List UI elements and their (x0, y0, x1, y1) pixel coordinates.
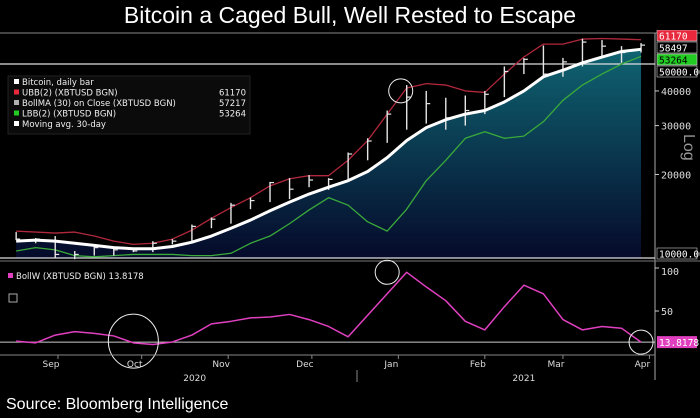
annotation-circle (107, 313, 159, 369)
moving-average-line (16, 47, 642, 251)
legend-swatch (14, 89, 19, 95)
legend-swatch (14, 121, 19, 126)
last-value-ubb-box (656, 30, 698, 42)
last-value-price: 58497 (659, 44, 688, 55)
lower-bollinger-band-line (16, 55, 642, 258)
legend-swatch (14, 100, 19, 105)
legend-label: LBB(2) (XBTUSD BGN) (22, 110, 116, 120)
bandwidth-legend-label: BollW (XBTUSD BGN) 13.8178 (16, 272, 144, 282)
annotation-circle (374, 259, 400, 285)
legend-value: 61170 (219, 89, 246, 99)
legend-swatch (14, 79, 19, 84)
chart-title: Bitcoin a Caged Bull, Well Rested to Esc… (123, 2, 577, 28)
x-tick-label: Dec (296, 360, 313, 370)
bandwidth-y-tick-label: 100 (661, 267, 679, 278)
bandwidth-last-value: 13.8178 (659, 338, 699, 349)
x-year-label: 2021 (512, 374, 535, 384)
moving-average-area-fill (16, 49, 642, 259)
last-value-lbb: 53264 (659, 56, 688, 67)
annotation-circle (388, 78, 414, 104)
x-tick-label: Sep (43, 360, 60, 370)
annotation-circle (628, 329, 654, 355)
y-tick-label: 20000 (661, 170, 691, 181)
x-tick-label: Nov (212, 360, 230, 370)
reference-line-label: 50000.00 (659, 68, 700, 79)
legend-value: 53264 (219, 110, 246, 120)
legend-label: BollMA (30) on Close (XBTUSD BGN) (22, 99, 176, 109)
bandwidth-legend-swatch (8, 273, 13, 278)
chart-type-icon (8, 293, 18, 303)
y-tick-label: 30000 (661, 122, 691, 133)
legend-label: Moving avg. 30-day (22, 120, 106, 130)
legend-value: 57217 (219, 99, 246, 109)
reference-line-label-box (656, 247, 698, 260)
last-value-lbb-box (656, 53, 698, 66)
x-tick-label: Feb (470, 360, 486, 370)
x-tick-label: Oct (127, 360, 143, 370)
legend-swatch (14, 110, 19, 116)
y-axis-label: Log (680, 134, 697, 161)
chart: 200003000040000Log61170584975326450000.0… (0, 30, 700, 384)
reference-line-label: 10000.00 (659, 250, 700, 261)
legend-label: Bitcoin, daily bar (22, 78, 94, 88)
bandwidth-last-value-box (657, 336, 697, 349)
x-tick-label: Jan (383, 360, 398, 370)
legend-box (7, 75, 251, 135)
x-tick-label: Mar (547, 360, 564, 370)
x-tick-label: Apr (635, 360, 651, 370)
x-year-label: 2020 (183, 374, 206, 384)
bandwidth-line (16, 271, 642, 346)
legend-label: UBB(2) (XBTUSD BGN) (22, 89, 118, 99)
last-value-price-box (656, 41, 698, 54)
bandwidth-y-tick-label: 50 (661, 307, 673, 318)
last-value-ubb: 61170 (659, 32, 688, 43)
reference-line-label-box (656, 65, 698, 78)
source-note: Source: Bloomberg Intelligence (6, 396, 229, 413)
y-tick-label: 40000 (661, 87, 691, 98)
upper-bollinger-band-line (16, 37, 642, 245)
